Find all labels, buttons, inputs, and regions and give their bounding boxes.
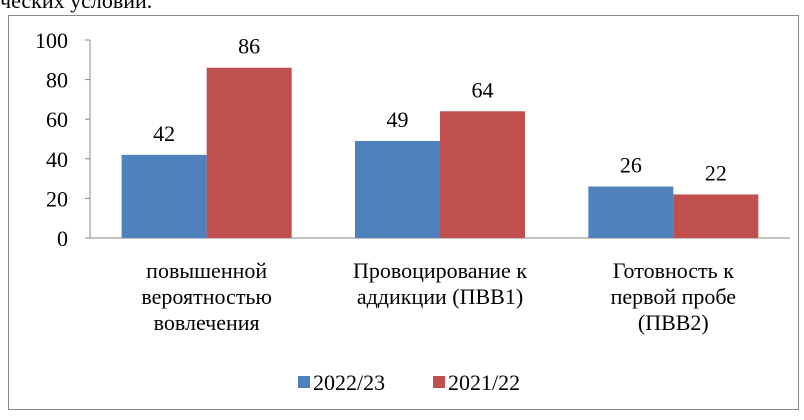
y-tick-label: 60 — [46, 107, 68, 132]
cropped-text: ческих условий. — [0, 0, 153, 13]
chart-frame — [8, 15, 799, 410]
data-label: 22 — [705, 160, 727, 185]
bar — [673, 194, 759, 238]
legend-label: 2022/23 — [313, 370, 385, 395]
y-tick-label: 0 — [57, 226, 68, 251]
y-tick-label: 40 — [46, 147, 68, 172]
bar — [440, 111, 525, 238]
data-label: 26 — [620, 153, 642, 178]
bar — [588, 186, 674, 238]
y-tick-label: 100 — [35, 28, 68, 53]
x-tick-label: повышенной вероятностью вовлечения — [141, 258, 272, 335]
y-tick-label: 80 — [46, 68, 68, 93]
x-tick-label: Провоцирование к аддикции (ПВВ1) — [352, 258, 528, 309]
data-label: 42 — [153, 121, 175, 146]
bar — [121, 154, 207, 238]
bar — [355, 140, 440, 238]
x-tick-label: Готовность к первой пробе (ПВВ2) — [610, 258, 737, 335]
bar — [206, 67, 292, 238]
legend-swatch — [433, 376, 445, 388]
data-label: 86 — [238, 34, 260, 59]
data-label: 49 — [387, 107, 409, 132]
legend-swatch — [298, 376, 310, 388]
data-label: 64 — [472, 77, 494, 102]
y-tick-label: 20 — [46, 186, 68, 211]
legend-label: 2021/22 — [448, 370, 520, 395]
